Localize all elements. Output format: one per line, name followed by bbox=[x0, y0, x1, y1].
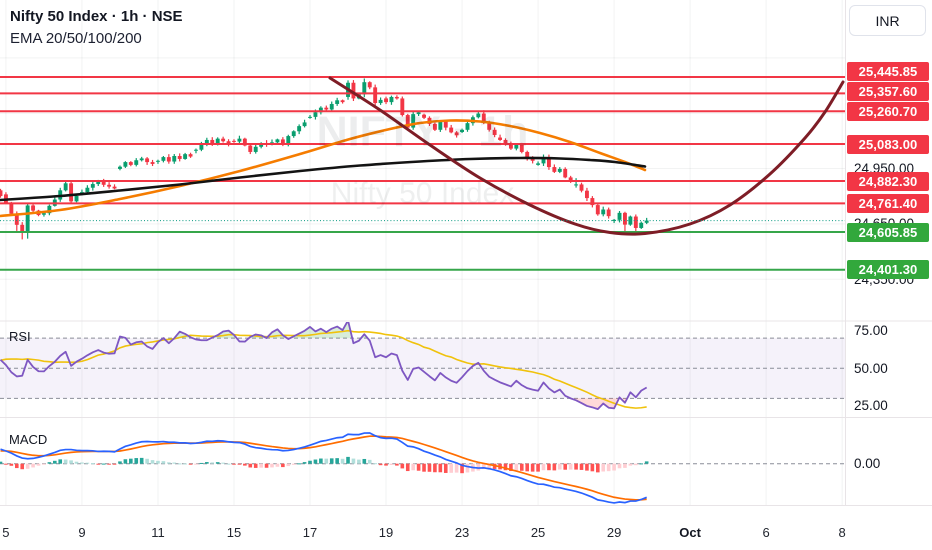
rsi-pane[interactable] bbox=[0, 320, 648, 411]
time-axis-label[interactable]: 29 bbox=[606, 525, 622, 540]
symbol-title[interactable]: Nifty 50 Index · 1h · NSE bbox=[10, 8, 183, 25]
time-axis-label[interactable]: 8 bbox=[838, 525, 846, 540]
macd-pane-label[interactable]: MACD bbox=[9, 432, 48, 447]
time-axis-label[interactable]: 5 bbox=[2, 525, 10, 540]
support-price-label: 24,401.30 bbox=[847, 260, 929, 280]
time-axis-label[interactable]: 23 bbox=[454, 525, 470, 540]
resistance-price-label: 25,445.85 bbox=[847, 61, 929, 81]
rsi-axis-tick[interactable]: 25.00 bbox=[854, 398, 888, 414]
time-axis-label[interactable]: Oct bbox=[679, 525, 701, 540]
resistance-price-label: 25,083.00 bbox=[847, 134, 929, 154]
ema-slow[interactable] bbox=[0, 156, 647, 202]
rsi-band bbox=[0, 337, 845, 399]
currency-button[interactable]: INR bbox=[849, 5, 926, 36]
time-axis-label[interactable]: 9 bbox=[78, 525, 86, 540]
gridlines bbox=[0, 0, 845, 506]
time-axis-label[interactable]: 15 bbox=[226, 525, 242, 540]
ema-fast[interactable] bbox=[0, 119, 647, 218]
price-pane[interactable] bbox=[0, 76, 845, 271]
candles bbox=[0, 78, 649, 240]
rsi-axis-tick[interactable]: 75.00 bbox=[854, 323, 888, 339]
macd-line bbox=[0, 432, 647, 504]
macd-pane[interactable] bbox=[0, 432, 649, 504]
projection-curve[interactable] bbox=[328, 76, 845, 236]
macd-axis-tick[interactable]: 0.00 bbox=[854, 456, 881, 472]
rsi-pane-label[interactable]: RSI bbox=[9, 329, 31, 344]
rsi-line bbox=[0, 322, 648, 411]
indicator-legend[interactable]: EMA 20/50/100/200 bbox=[10, 30, 142, 47]
time-axis-label[interactable]: 25 bbox=[530, 525, 546, 540]
resistance-price-label: 25,260.70 bbox=[847, 101, 929, 121]
resistance-price-label: 25,357.60 bbox=[847, 81, 929, 101]
time-axis-label[interactable]: 11 bbox=[151, 525, 165, 540]
rsi-axis-tick[interactable]: 50.00 bbox=[854, 360, 888, 376]
time-axis-label[interactable]: 17 bbox=[302, 525, 318, 540]
time-axis-label[interactable]: 6 bbox=[762, 525, 770, 540]
time-axis-label[interactable]: 19 bbox=[378, 525, 394, 540]
resistance-price-label: 24,882.30 bbox=[847, 171, 929, 191]
support-price-label: 24,605.85 bbox=[847, 222, 929, 242]
resistance-price-label: 24,761.40 bbox=[847, 193, 929, 213]
